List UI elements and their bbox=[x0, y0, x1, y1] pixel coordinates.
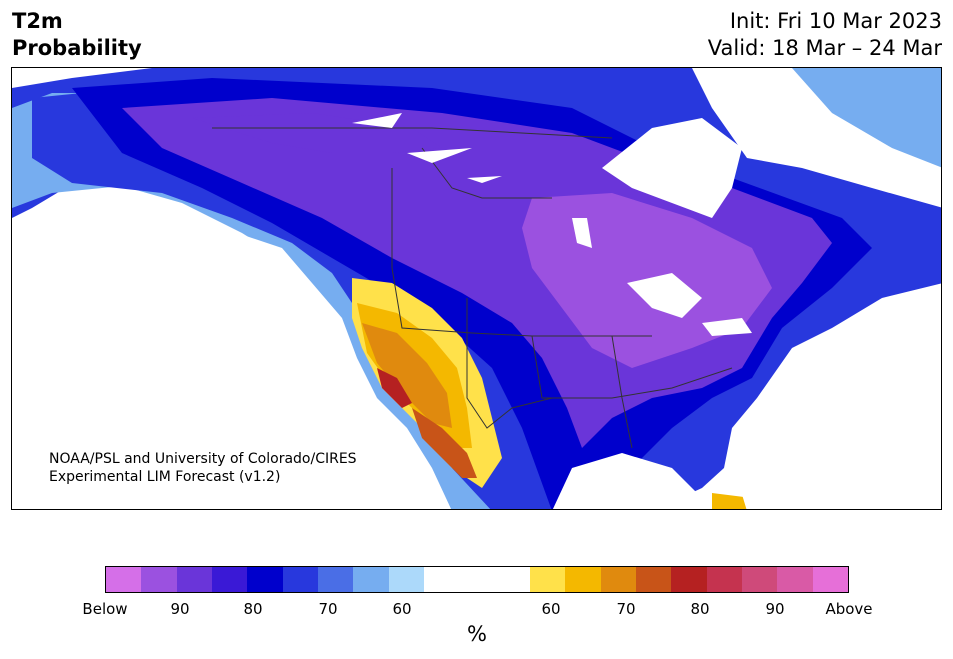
probability-map-graphic bbox=[12, 68, 941, 509]
colorbar-segment bbox=[529, 567, 566, 592]
ocean-pacific bbox=[12, 213, 452, 509]
colorbar-unit: % bbox=[467, 622, 487, 646]
colorbar-segment bbox=[388, 567, 424, 592]
below-max-band bbox=[192, 113, 442, 153]
colorbar-segment bbox=[812, 567, 848, 592]
map-title: T2m Probability bbox=[12, 9, 142, 60]
colorbar-label-below-80: 80 bbox=[243, 600, 263, 618]
credit-line-1: NOAA/PSL and University of Colorado/CIRE… bbox=[49, 451, 357, 467]
colorbar-label-below-60: 60 bbox=[392, 600, 412, 618]
colorbar-label-above-60: 60 bbox=[541, 600, 561, 618]
colorbar-label-below-70: 70 bbox=[318, 600, 338, 618]
colorbar-label-below: Below bbox=[82, 600, 128, 618]
forecast-credit: NOAA/PSL and University of Colorado/CIRE… bbox=[49, 450, 357, 486]
warm-70 bbox=[362, 323, 452, 428]
colorbar-segment bbox=[777, 567, 813, 592]
colorbar-segment bbox=[600, 567, 636, 592]
colorbar-segment bbox=[176, 567, 212, 592]
colorbar-segment bbox=[247, 567, 283, 592]
colorbar-segment bbox=[423, 567, 530, 592]
colorbar-segment bbox=[353, 567, 389, 592]
colorbar-segment bbox=[635, 567, 672, 592]
valid-range: Valid: 18 Mar – 24 Mar bbox=[707, 36, 942, 60]
hudson-bay bbox=[602, 118, 742, 218]
warm-baja bbox=[412, 408, 477, 478]
ocean-gulf-of-mexico bbox=[552, 453, 702, 509]
colorbar-label-below-90: 90 bbox=[170, 600, 190, 618]
colorbar-segment bbox=[211, 567, 248, 592]
colorbar-label-above-80: 80 bbox=[690, 600, 710, 618]
colorbar-segment bbox=[671, 567, 707, 592]
colorbar-segment bbox=[317, 567, 354, 592]
state-borders bbox=[212, 127, 733, 449]
forecast-dates: Init: Fri 10 Mar 2023 Valid: 18 Mar – 24… bbox=[708, 8, 942, 62]
colorbar-label-above-70: 70 bbox=[616, 600, 636, 618]
colorbar-segment bbox=[565, 567, 601, 592]
ocean-atlantic bbox=[737, 283, 941, 509]
colorbar-label-above: Above bbox=[825, 600, 873, 618]
warm-80 bbox=[377, 368, 412, 408]
forecast-map bbox=[11, 67, 942, 510]
init-date: Init: Fri 10 Mar 2023 bbox=[729, 9, 942, 33]
credit-line-2: Experimental LIM Forecast (v1.2) bbox=[49, 469, 281, 485]
great-lakes bbox=[352, 113, 752, 336]
colorbar-segment bbox=[741, 567, 778, 592]
colorbar-segment bbox=[141, 567, 177, 592]
colorbar-segment bbox=[706, 567, 742, 592]
colorbar bbox=[105, 566, 849, 593]
colorbar-label-above-90: 90 bbox=[765, 600, 785, 618]
colorbar-segment bbox=[106, 567, 142, 592]
colorbar-segment bbox=[282, 567, 318, 592]
greenland-region bbox=[792, 68, 941, 168]
